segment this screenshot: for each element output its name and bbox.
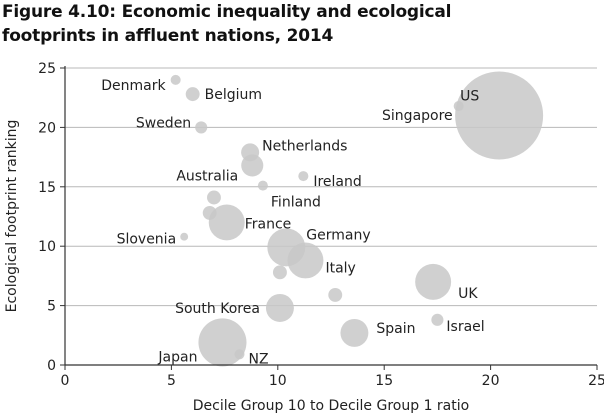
bubble-label: US xyxy=(460,89,479,105)
bubble-labels: Denmark Belgium Sweden Netherlands Australia… xyxy=(101,78,484,367)
y-tick-label: 15 xyxy=(38,180,56,196)
bubble-uk xyxy=(415,263,452,300)
bubble xyxy=(272,265,287,280)
bubble-singapore xyxy=(453,100,464,112)
x-tick-label: 25 xyxy=(588,373,604,389)
y-tick-label: 25 xyxy=(38,61,56,77)
y-tick-label: 5 xyxy=(47,299,56,315)
bubble-label: Italy xyxy=(325,260,355,276)
bubble-label: Ireland xyxy=(313,174,361,190)
bubble-belgium xyxy=(185,87,200,102)
bubble-label: South Korea xyxy=(175,301,260,317)
x-tick-label: 10 xyxy=(269,373,287,389)
bubble-label: Israel xyxy=(446,319,484,335)
bubble-label: Netherlands xyxy=(262,138,347,154)
bubble-label: Singapore xyxy=(382,108,453,124)
y-tick-label: 20 xyxy=(38,120,56,136)
bubble-spain xyxy=(340,318,369,347)
x-tick-label: 20 xyxy=(482,373,500,389)
chart-title-line-1: Figure 4.10: Economic inequality and eco… xyxy=(2,2,452,22)
bubble-label: Germany xyxy=(306,227,370,243)
bubble xyxy=(328,287,343,302)
bubble-ireland xyxy=(298,171,309,182)
x-tick-label: 0 xyxy=(61,373,70,389)
bubble-label: NZ xyxy=(248,351,268,367)
bubble-label: Japan xyxy=(157,349,197,365)
bubble-label: Slovenia xyxy=(117,232,177,248)
bubble xyxy=(207,190,221,205)
bubble-label: Finland xyxy=(271,195,321,211)
x-tick-label: 5 xyxy=(167,373,176,389)
bubble-finland xyxy=(257,180,268,191)
y-tick-label: 0 xyxy=(47,358,56,374)
axes: 0 5 10 15 20 25 0 5 10 15 20 25 xyxy=(38,61,604,389)
x-tick-label: 15 xyxy=(375,373,393,389)
bubble-south-korea xyxy=(265,293,294,322)
bubble-label: UK xyxy=(458,286,478,302)
bubble-sweden xyxy=(195,121,208,134)
bubble-us xyxy=(455,71,544,160)
bubble-australia xyxy=(241,154,264,177)
gridlines xyxy=(65,67,597,307)
bubble-slovenia xyxy=(180,232,189,241)
bubbles xyxy=(170,71,544,367)
chart-title: Figure 4.10: Economic inequality and eco… xyxy=(2,0,452,48)
y-axis-label: Ecological footprint ranking xyxy=(4,120,20,313)
bubble-denmark xyxy=(170,74,181,85)
y-tick-label: 10 xyxy=(38,239,56,255)
x-axis-label: Decile Group 10 to Decile Group 1 ratio xyxy=(193,398,469,414)
bubble-label: France xyxy=(245,216,292,232)
bubble-label: Denmark xyxy=(101,78,166,94)
chart-title-line-2: footprints in affluent nations, 2014 xyxy=(2,26,334,46)
bubble-label: Spain xyxy=(376,321,415,337)
bubble-nz xyxy=(234,349,245,360)
bubble-italy xyxy=(287,242,324,279)
bubble-label: Belgium xyxy=(205,87,262,103)
bubble-label: Australia xyxy=(176,168,238,184)
bubble-israel xyxy=(431,313,444,326)
bubble-label: Sweden xyxy=(136,115,191,131)
bubble-france xyxy=(208,204,245,241)
